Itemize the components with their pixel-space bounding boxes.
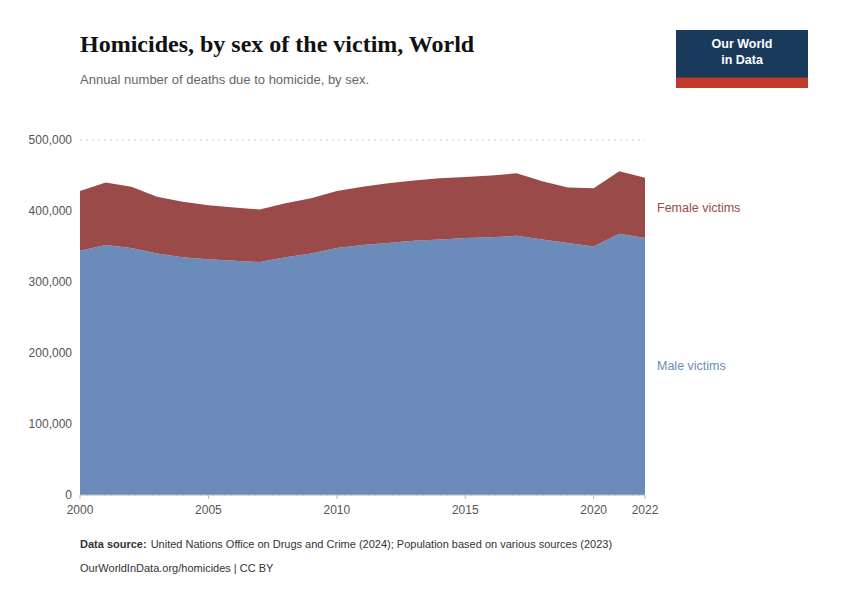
series-label: Male victims <box>657 359 726 373</box>
y-tick-label: 400,000 <box>29 204 73 218</box>
grid-line <box>80 495 645 496</box>
logo-accent <box>676 78 808 88</box>
x-tick-label: 2005 <box>195 503 222 517</box>
logo: Our World in Data <box>676 30 808 88</box>
subtitle: Annual number of deaths due to homicide,… <box>80 72 369 87</box>
x-tick-label: 2000 <box>67 503 94 517</box>
logo-text: in Data <box>721 53 764 67</box>
x-tick-label: 2022 <box>632 503 659 517</box>
series-label: Female victims <box>657 201 740 215</box>
source: Data source: United Nations Office on Dru… <box>80 538 612 550</box>
logo-background <box>676 30 808 88</box>
areas <box>80 171 645 495</box>
x-axis: 2000 2005 2010 2015 2020 2022 <box>67 495 659 517</box>
y-tick-label: 500,000 <box>29 133 73 147</box>
logo-text: Our World <box>712 37 773 51</box>
y-tick-label: 200,000 <box>29 346 73 360</box>
x-tick-label: 2010 <box>323 503 350 517</box>
y-tick-label: 100,000 <box>29 417 73 431</box>
x-tick <box>208 495 209 499</box>
y-axis: 0 100,000 200,000 300,000 400,000 500,000 <box>29 133 645 502</box>
source-text: United Nations Office on Drugs and Crime… <box>151 538 612 550</box>
x-tick <box>593 495 594 499</box>
area <box>80 171 645 262</box>
grid-line <box>80 140 645 141</box>
y-tick-label: 300,000 <box>29 275 73 289</box>
title: Homicides, by sex of the victim, World <box>80 31 475 57</box>
x-tick-label: 2020 <box>580 503 607 517</box>
url: OurWorldInData.org/homicides | CC BY <box>80 562 274 574</box>
x-tick <box>465 495 466 499</box>
chart: Homicides, by sex of the victim, World An… <box>0 0 850 600</box>
x-tick <box>336 495 337 499</box>
area <box>80 234 645 495</box>
x-tick <box>645 495 646 499</box>
x-axis-line <box>80 495 645 496</box>
x-tick <box>80 495 81 499</box>
y-tick-label: 0 <box>65 488 72 502</box>
source-label: Data source: <box>80 538 147 550</box>
background <box>0 0 850 600</box>
x-tick-label: 2015 <box>452 503 479 517</box>
